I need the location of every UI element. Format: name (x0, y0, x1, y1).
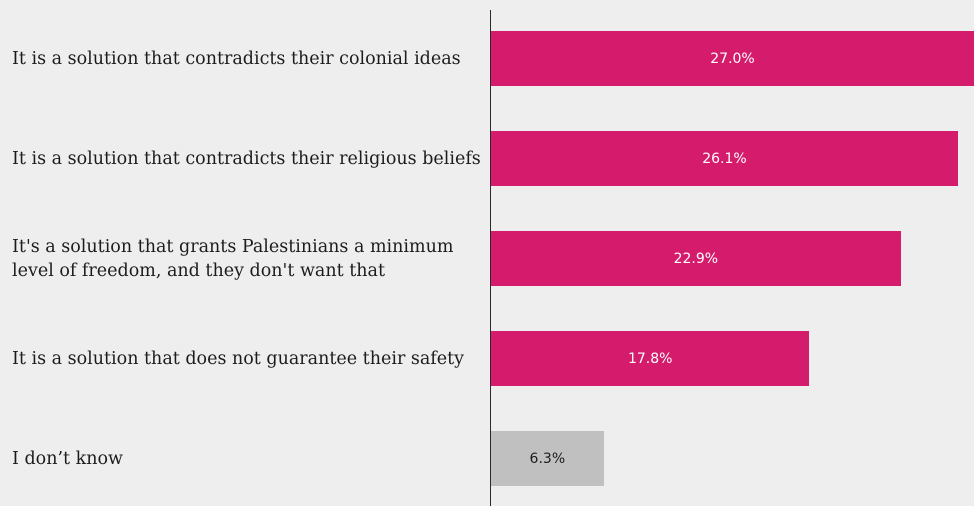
value-label-colonial-ideas: 27.0% (710, 50, 755, 67)
category-label-dont-know: I don’t know (12, 448, 124, 469)
bar-safety (491, 331, 810, 386)
value-label-religious-beliefs: 26.1% (702, 150, 747, 167)
category-label-safety: It is a solution that does not guarantee… (12, 348, 465, 369)
value-label-dont-know: 6.3% (529, 450, 566, 467)
category-label-colonial-ideas: It is a solution that contradicts their … (12, 48, 461, 69)
category-label-religious-beliefs: It is a solution that contradicts their … (12, 148, 481, 169)
category-axis-line (490, 10, 491, 506)
value-label-safety: 17.8% (627, 350, 673, 367)
value-label-minimum-freedom: 22.9% (673, 250, 719, 267)
category-label-minimum-freedom: It's a solution that grants Palestinians… (12, 236, 454, 281)
bar-minimum-freedom (491, 231, 901, 286)
bar-dont-know (491, 431, 604, 486)
bar-religious-beliefs (491, 131, 958, 186)
bar-colonial-ideas (491, 31, 974, 86)
